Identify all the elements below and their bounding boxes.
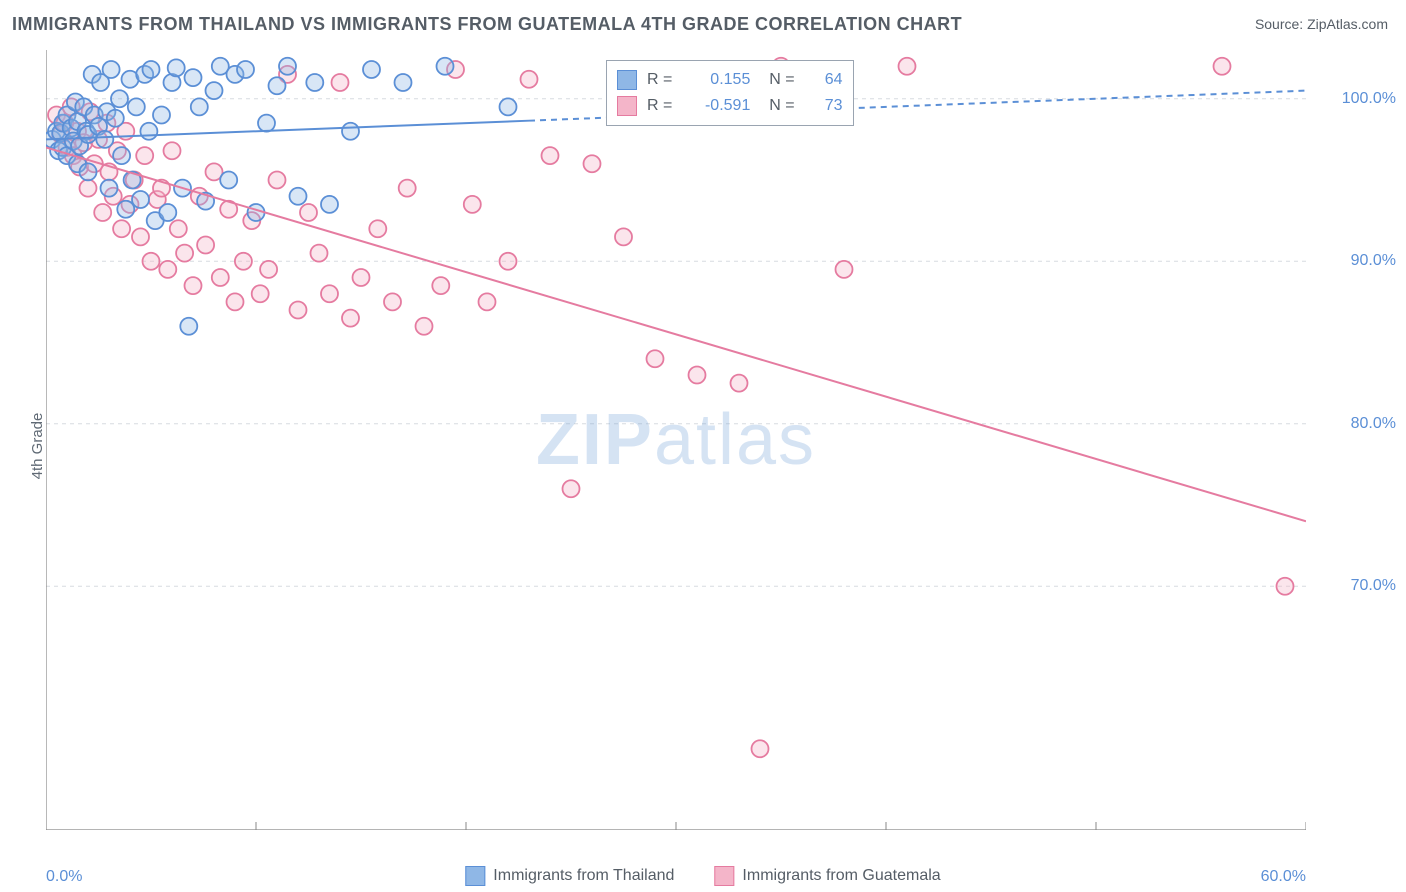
- source-label: Source: ZipAtlas.com: [1255, 16, 1388, 32]
- chart-title: IMMIGRANTS FROM THAILAND VS IMMIGRANTS F…: [12, 14, 962, 35]
- legend-swatch: [617, 96, 637, 116]
- y-tick-label: 100.0%: [1342, 90, 1396, 108]
- chart-area: ZIPatlas R =0.155 N =64R =-0.591 N =73: [46, 50, 1306, 830]
- stats-legend-row: R =0.155 N =64: [617, 67, 843, 93]
- legend-r-value: -0.591: [682, 97, 750, 115]
- legend-swatch: [617, 70, 637, 90]
- bottom-legend-item: Immigrants from Guatemala: [714, 866, 940, 886]
- y-tick-label: 90.0%: [1351, 252, 1396, 270]
- stats-legend-row: R =-0.591 N =73: [617, 93, 843, 119]
- x-tick-label: 60.0%: [1261, 868, 1306, 886]
- bottom-legend: Immigrants from Thailand Immigrants from …: [465, 866, 940, 886]
- legend-n-value: 64: [805, 71, 843, 89]
- bottom-legend-label: Immigrants from Thailand: [493, 867, 674, 885]
- legend-r-value: 0.155: [682, 71, 750, 89]
- bottom-legend-label: Immigrants from Guatemala: [742, 867, 940, 885]
- legend-swatch: [465, 866, 485, 886]
- y-tick-label: 80.0%: [1351, 415, 1396, 433]
- stats-legend: R =0.155 N =64R =-0.591 N =73: [606, 60, 854, 126]
- legend-swatch: [714, 866, 734, 886]
- bottom-legend-item: Immigrants from Thailand: [465, 866, 674, 886]
- chart-svg: [46, 50, 1306, 830]
- y-tick-label: 70.0%: [1351, 577, 1396, 595]
- legend-n-value: 73: [805, 97, 843, 115]
- x-tick-label: 0.0%: [46, 868, 82, 886]
- y-axis-label: 4th Grade: [29, 413, 46, 480]
